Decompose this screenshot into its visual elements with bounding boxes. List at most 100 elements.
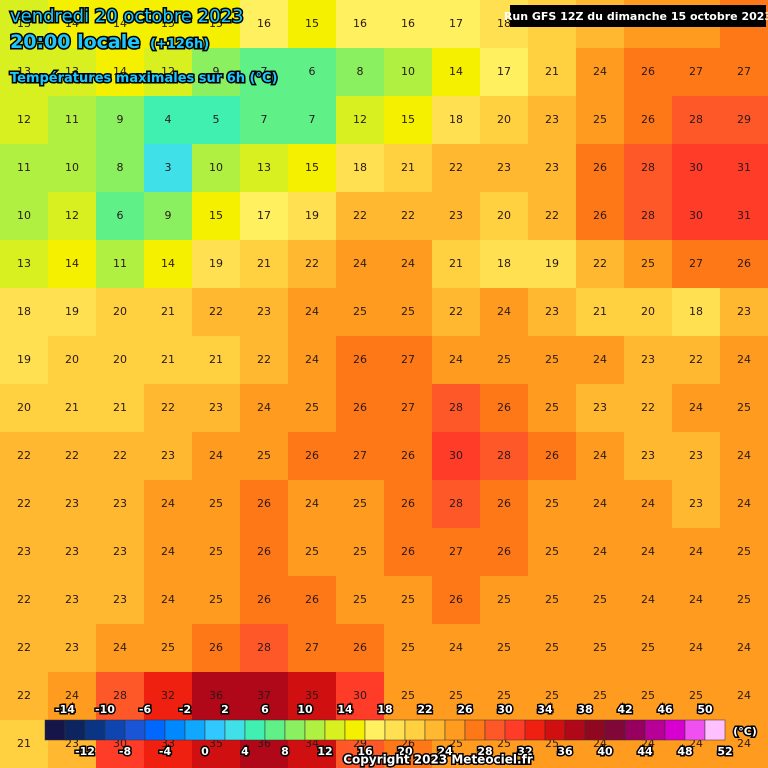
temp-cell — [432, 192, 481, 241]
scale-label: 34 — [537, 703, 553, 716]
temp-cell — [624, 480, 673, 529]
temp-value: 24 — [305, 305, 319, 318]
scale-swatch — [544, 719, 566, 741]
temp-value: 27 — [689, 65, 703, 78]
temp-cell — [720, 336, 768, 385]
scale-label: -8 — [119, 745, 131, 758]
scale-label: 6 — [261, 703, 269, 716]
temp-cell — [384, 432, 433, 481]
temp-cell — [672, 240, 721, 289]
temp-cell — [336, 672, 385, 721]
temp-value: 27 — [401, 353, 415, 366]
scale-swatch — [344, 719, 366, 741]
temp-cell — [384, 144, 433, 193]
temp-cell — [576, 48, 625, 97]
temp-cell — [720, 288, 768, 337]
temp-value: 12 — [353, 113, 367, 126]
temp-cell — [672, 144, 721, 193]
temp-value: 24 — [689, 401, 703, 414]
temp-value: 11 — [113, 257, 127, 270]
scale-label: -2 — [179, 703, 191, 716]
temp-value: 10 — [209, 161, 223, 174]
temp-cell — [720, 144, 768, 193]
temp-value: 22 — [353, 209, 367, 222]
temp-value: 22 — [17, 497, 31, 510]
temp-cell — [528, 336, 577, 385]
temp-cell — [240, 96, 289, 145]
temp-cell — [336, 144, 385, 193]
temp-value: 16 — [353, 17, 367, 30]
temp-cell — [240, 624, 289, 673]
temp-value: 28 — [257, 641, 271, 654]
scale-swatch — [204, 719, 226, 741]
scale-swatch — [84, 719, 106, 741]
scale-swatch — [584, 719, 606, 741]
temp-value: 24 — [257, 401, 271, 414]
temp-value: 25 — [641, 641, 655, 654]
temp-value: 25 — [593, 641, 607, 654]
temp-cell — [576, 144, 625, 193]
scale-swatch — [484, 719, 506, 741]
temp-cell — [96, 96, 145, 145]
temp-value: 15 — [401, 113, 415, 126]
temp-value: 25 — [545, 545, 559, 558]
temp-cell — [288, 0, 337, 49]
temp-value: 13 — [17, 65, 31, 78]
temp-value: 26 — [497, 545, 511, 558]
temp-cell — [720, 96, 768, 145]
temp-cell — [432, 0, 481, 49]
temp-value: 24 — [305, 497, 319, 510]
temp-value: 24 — [689, 545, 703, 558]
scale-label: 44 — [637, 745, 653, 758]
temp-cell — [528, 672, 577, 721]
temp-cell — [240, 0, 289, 49]
temp-value: 22 — [545, 209, 559, 222]
scale-swatch — [164, 719, 186, 741]
scale-swatch — [684, 719, 706, 741]
temp-value: 26 — [353, 401, 367, 414]
temp-cell — [0, 240, 49, 289]
temp-cell — [144, 144, 193, 193]
temp-cell — [240, 288, 289, 337]
temp-cell — [624, 672, 673, 721]
temp-value: 26 — [401, 449, 415, 462]
temp-cell — [192, 336, 241, 385]
temp-cell — [288, 384, 337, 433]
temp-cell — [336, 48, 385, 97]
temp-value: 24 — [497, 305, 511, 318]
temp-cell — [672, 624, 721, 673]
run-label: Run GFS 12Z du dimanche 15 octobre 2023 — [504, 10, 768, 23]
temp-value: 25 — [545, 689, 559, 702]
temp-cell — [480, 96, 529, 145]
temp-cell — [480, 528, 529, 577]
temp-value: 24 — [737, 449, 751, 462]
temp-value: 26 — [257, 593, 271, 606]
temp-value: 36 — [209, 689, 223, 702]
temp-value: 25 — [305, 545, 319, 558]
scale-swatch — [384, 719, 406, 741]
temp-value: 25 — [545, 497, 559, 510]
temp-cell — [288, 576, 337, 625]
temp-cell — [480, 384, 529, 433]
temp-cell — [48, 672, 97, 721]
scale-label: 8 — [281, 745, 289, 758]
temp-value: 24 — [209, 449, 223, 462]
temp-cell — [192, 480, 241, 529]
temp-cell — [624, 48, 673, 97]
temp-value: 23 — [113, 593, 127, 606]
temp-value: 6 — [309, 65, 316, 78]
temp-value: 18 — [497, 17, 511, 30]
temp-value: 30 — [689, 209, 703, 222]
temp-value: 21 — [65, 401, 79, 414]
temp-value: 26 — [257, 497, 271, 510]
temp-cell — [720, 576, 768, 625]
scale-swatch — [404, 719, 426, 741]
temp-cell — [144, 432, 193, 481]
temp-cell — [720, 48, 768, 97]
temp-value: 24 — [593, 545, 607, 558]
temp-cell — [96, 576, 145, 625]
temp-cell — [96, 144, 145, 193]
temp-value: 14 — [161, 257, 175, 270]
temp-value: 30 — [449, 449, 463, 462]
